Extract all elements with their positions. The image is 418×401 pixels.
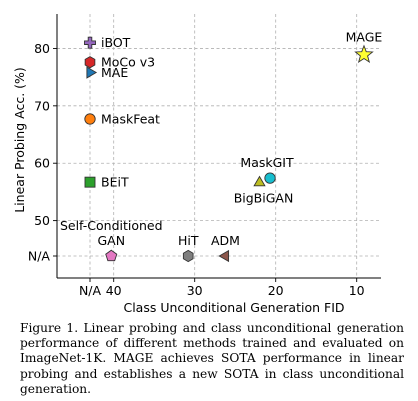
marker-moco-v3 (84, 56, 96, 69)
y-tick-label: 80 (34, 41, 50, 56)
marker-bigbigan (253, 175, 266, 187)
marker-maskfeat (84, 113, 96, 125)
marker-mae (86, 66, 98, 79)
figure-caption: Figure 1. Linear probing and class uncon… (20, 321, 404, 396)
point-label: HiT (178, 233, 199, 248)
marker-mage (354, 44, 374, 64)
point-label: MaskFeat (101, 112, 160, 127)
x-tick-label: 10 (349, 283, 365, 298)
marker-ibot (84, 36, 96, 49)
marker-hit (182, 249, 194, 263)
data-points (84, 36, 374, 263)
y-axis-label: Linear Probing Acc. (%) (12, 67, 27, 213)
point-label: BEiT (101, 175, 129, 190)
point-label: ADM (211, 233, 240, 248)
point-label: MoCo v3 (101, 55, 155, 70)
tick-labels: N/A 40 30 20 10 N/A 50 60 70 80 (28, 41, 365, 298)
y-tick-label: N/A (28, 249, 51, 264)
x-axis-label: Class Unconditional Generation FID (123, 300, 344, 315)
y-tick-label: 60 (34, 156, 50, 171)
point-label: iBOT (101, 35, 131, 50)
marker-maskgit (264, 172, 276, 184)
point-label: MaskGIT (240, 155, 294, 170)
marker-beit (84, 176, 96, 188)
x-tick-label: N/A (79, 283, 102, 298)
axes (53, 14, 381, 282)
point-label: Self-Conditioned GAN (60, 218, 163, 248)
x-tick-label: 30 (187, 283, 203, 298)
marker-adm (218, 249, 230, 263)
x-tick-label: 40 (106, 283, 122, 298)
y-tick-label: 50 (34, 213, 50, 228)
x-tick-label: 20 (268, 283, 284, 298)
point-label: MAGE (346, 30, 383, 45)
point-label: MAE (101, 65, 128, 80)
y-tick-label: 70 (34, 98, 50, 113)
point-label: BigBiGAN (234, 191, 294, 206)
marker-self-conditioned-gan (105, 249, 118, 262)
